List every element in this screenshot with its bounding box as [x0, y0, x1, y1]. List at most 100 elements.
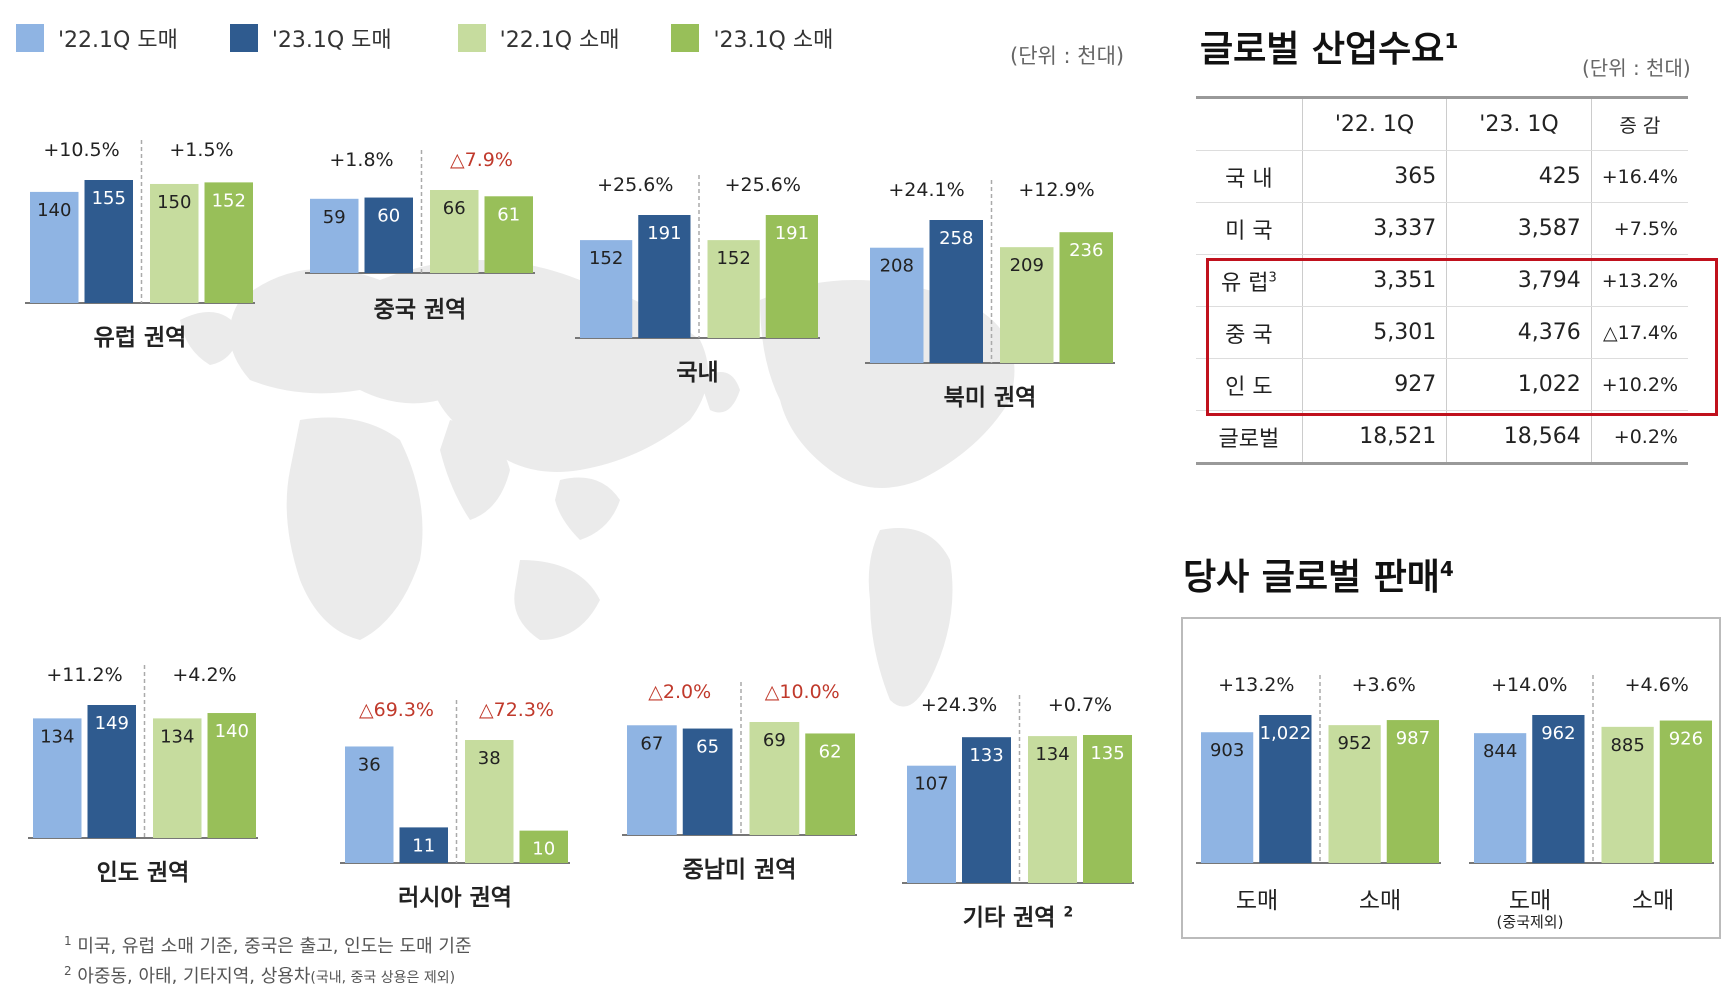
- table-unit-label: (단위 : 천대): [1582, 56, 1691, 80]
- global-demand-table: '22. 1Q '23. 1Q 증 감 국 내 365 425 +16.4% 미…: [1196, 96, 1688, 465]
- bar: [1601, 726, 1654, 863]
- legend-item-rt23: '23.1Q 소매: [671, 22, 833, 54]
- region-title: 북미 권역: [943, 385, 1037, 411]
- change-cell: +16.4%: [1591, 150, 1688, 203]
- region-title: 러시아 권역: [398, 885, 512, 911]
- bar-value-label: 155: [92, 188, 126, 209]
- bar-chart: 208 258 209 236 +24.1% +12.9%: [865, 179, 1115, 364]
- bar-value-label: 208: [880, 256, 914, 277]
- region-title: 유럽 권역: [93, 325, 187, 351]
- bar: [153, 718, 202, 838]
- table-row: 미 국 3,337 3,587 +7.5%: [1196, 202, 1688, 255]
- bar-chart: 107 133 134 135 +24.3% +0.7%: [902, 694, 1134, 884]
- bar: [870, 247, 924, 363]
- bar-value-label: 885: [1610, 735, 1644, 756]
- legend-item-ws23: '23.1Q 도매: [229, 22, 392, 54]
- bar-value-label: 107: [914, 774, 948, 795]
- q23-cell: 1,022: [1446, 358, 1592, 411]
- bar: [30, 191, 79, 303]
- footnote-small: (국내, 중국 상용은 제외): [310, 970, 456, 986]
- change-label: +4.6%: [1625, 674, 1689, 696]
- bar: [1474, 733, 1527, 863]
- bar: [682, 728, 733, 835]
- region-title: 국내: [676, 360, 719, 386]
- bar-value-label: 10: [532, 839, 555, 860]
- region-cell: 유 럽3: [1196, 254, 1303, 307]
- bar-value-label: 66: [443, 198, 466, 219]
- region-cell: 인 도: [1196, 358, 1303, 411]
- bar-value-label: 926: [1669, 729, 1703, 750]
- q23-cell: 3,587: [1446, 202, 1592, 255]
- bar-chart: 844 962 885 926 +14.0% +4.6%: [1469, 674, 1714, 864]
- footnote-1: 1 미국, 유럽 소매 기준, 중국은 출고, 인도는 도매 기준: [64, 932, 472, 958]
- footnote-text: 아중동, 아태, 기타지역, 상용차: [71, 966, 311, 987]
- q22-cell: 365: [1302, 150, 1448, 203]
- group-label-retail: 소매: [1631, 888, 1675, 914]
- bar-value-label: 150: [157, 192, 191, 213]
- change-label: +25.6%: [725, 174, 801, 196]
- change-label: +4.2%: [172, 664, 236, 686]
- bar-value-label: 60: [377, 206, 400, 227]
- change-cell: +0.2%: [1591, 410, 1688, 465]
- table-row: 인 도 927 1,022 +10.2%: [1196, 358, 1688, 411]
- q23-cell: 3,794: [1446, 254, 1592, 307]
- change-label: +1.5%: [169, 139, 233, 161]
- bar: [399, 827, 448, 863]
- bar-value-label: 191: [775, 223, 809, 244]
- sales-title-text: 당사 글로벌 판매: [1183, 557, 1440, 598]
- bar-value-label: 1,022: [1260, 723, 1312, 744]
- table-row: 중 국 5,301 4,376 △17.4%: [1196, 306, 1688, 359]
- bar: [204, 182, 253, 303]
- bar: [638, 215, 691, 338]
- change-label: △10.0%: [765, 681, 840, 703]
- bar: [1532, 715, 1585, 863]
- region-cell: 중 국: [1196, 306, 1303, 359]
- footnote-2: 2 아중동, 아태, 기타지역, 상용차(국내, 중국 상용은 제외): [64, 962, 455, 988]
- region-chart-korea: 152 191 152 191 +25.6% +25.6% 국내: [575, 174, 820, 386]
- bar-chart: 140 155 150 152 +10.5% +1.5%: [25, 139, 255, 304]
- region-chart-china: 59 60 66 61 +1.8% △7.9% 중국 권역: [305, 149, 535, 323]
- bar-value-label: 69: [763, 730, 786, 751]
- bar-value-label: 61: [497, 204, 520, 225]
- bar: [84, 180, 133, 303]
- ex-china-note: (중국제외): [1496, 913, 1564, 931]
- bar: [1328, 725, 1381, 863]
- change-label: △72.3%: [479, 699, 554, 721]
- region-chart-india: 134 149 134 140 +11.2% +4.2% 인도 권역: [28, 664, 258, 886]
- legend-label: '23.1Q 소매: [713, 28, 834, 53]
- change-label: +14.0%: [1491, 674, 1567, 696]
- chart-legend: '22.1Q 도매 '23.1Q 도매 '22.1Q 소매 '23.1Q 소매: [16, 22, 885, 54]
- bar: [345, 746, 394, 863]
- bar-value-label: 952: [1337, 733, 1371, 754]
- region-chart-europe: 140 155 150 152 +10.5% +1.5% 유럽 권역: [25, 139, 255, 351]
- q23-cell: 425: [1446, 150, 1592, 203]
- bar: [430, 190, 479, 273]
- bar-value-label: 38: [478, 748, 501, 769]
- region-chart-north-america: 208 258 209 236 +24.1% +12.9% 북미 권역: [865, 179, 1115, 411]
- bar-value-label: 134: [160, 726, 194, 747]
- bar-value-label: 134: [1035, 744, 1069, 765]
- legend-swatch: [671, 24, 700, 52]
- footnote-number: 2: [64, 964, 72, 978]
- bar: [364, 197, 413, 273]
- demand-title-footnote: 1: [1444, 29, 1459, 53]
- bar-value-label: 844: [1483, 741, 1517, 762]
- bar-chart: 67 65 69 62 △2.0% △10.0%: [622, 681, 857, 836]
- bar-value-label: 36: [358, 754, 381, 775]
- bar-value-label: 62: [819, 741, 842, 762]
- bar: [519, 830, 568, 863]
- bar: [484, 196, 533, 273]
- region-title: 중남미 권역: [682, 857, 797, 883]
- bar-value-label: 962: [1541, 723, 1575, 744]
- q22-cell: 927: [1302, 358, 1448, 411]
- bar-value-label: 152: [212, 190, 246, 211]
- change-cell: +13.2%: [1591, 254, 1688, 307]
- region-title: 기타 권역 2: [902, 898, 1134, 932]
- change-label: +11.2%: [46, 664, 122, 686]
- bar: [207, 713, 256, 838]
- change-cell: +7.5%: [1591, 202, 1688, 255]
- table-row: 유 럽3 3,351 3,794 +13.2%: [1196, 254, 1688, 307]
- bar: [962, 737, 1011, 883]
- bar-value-label: 903: [1210, 740, 1244, 761]
- bar-value-label: 59: [323, 207, 346, 228]
